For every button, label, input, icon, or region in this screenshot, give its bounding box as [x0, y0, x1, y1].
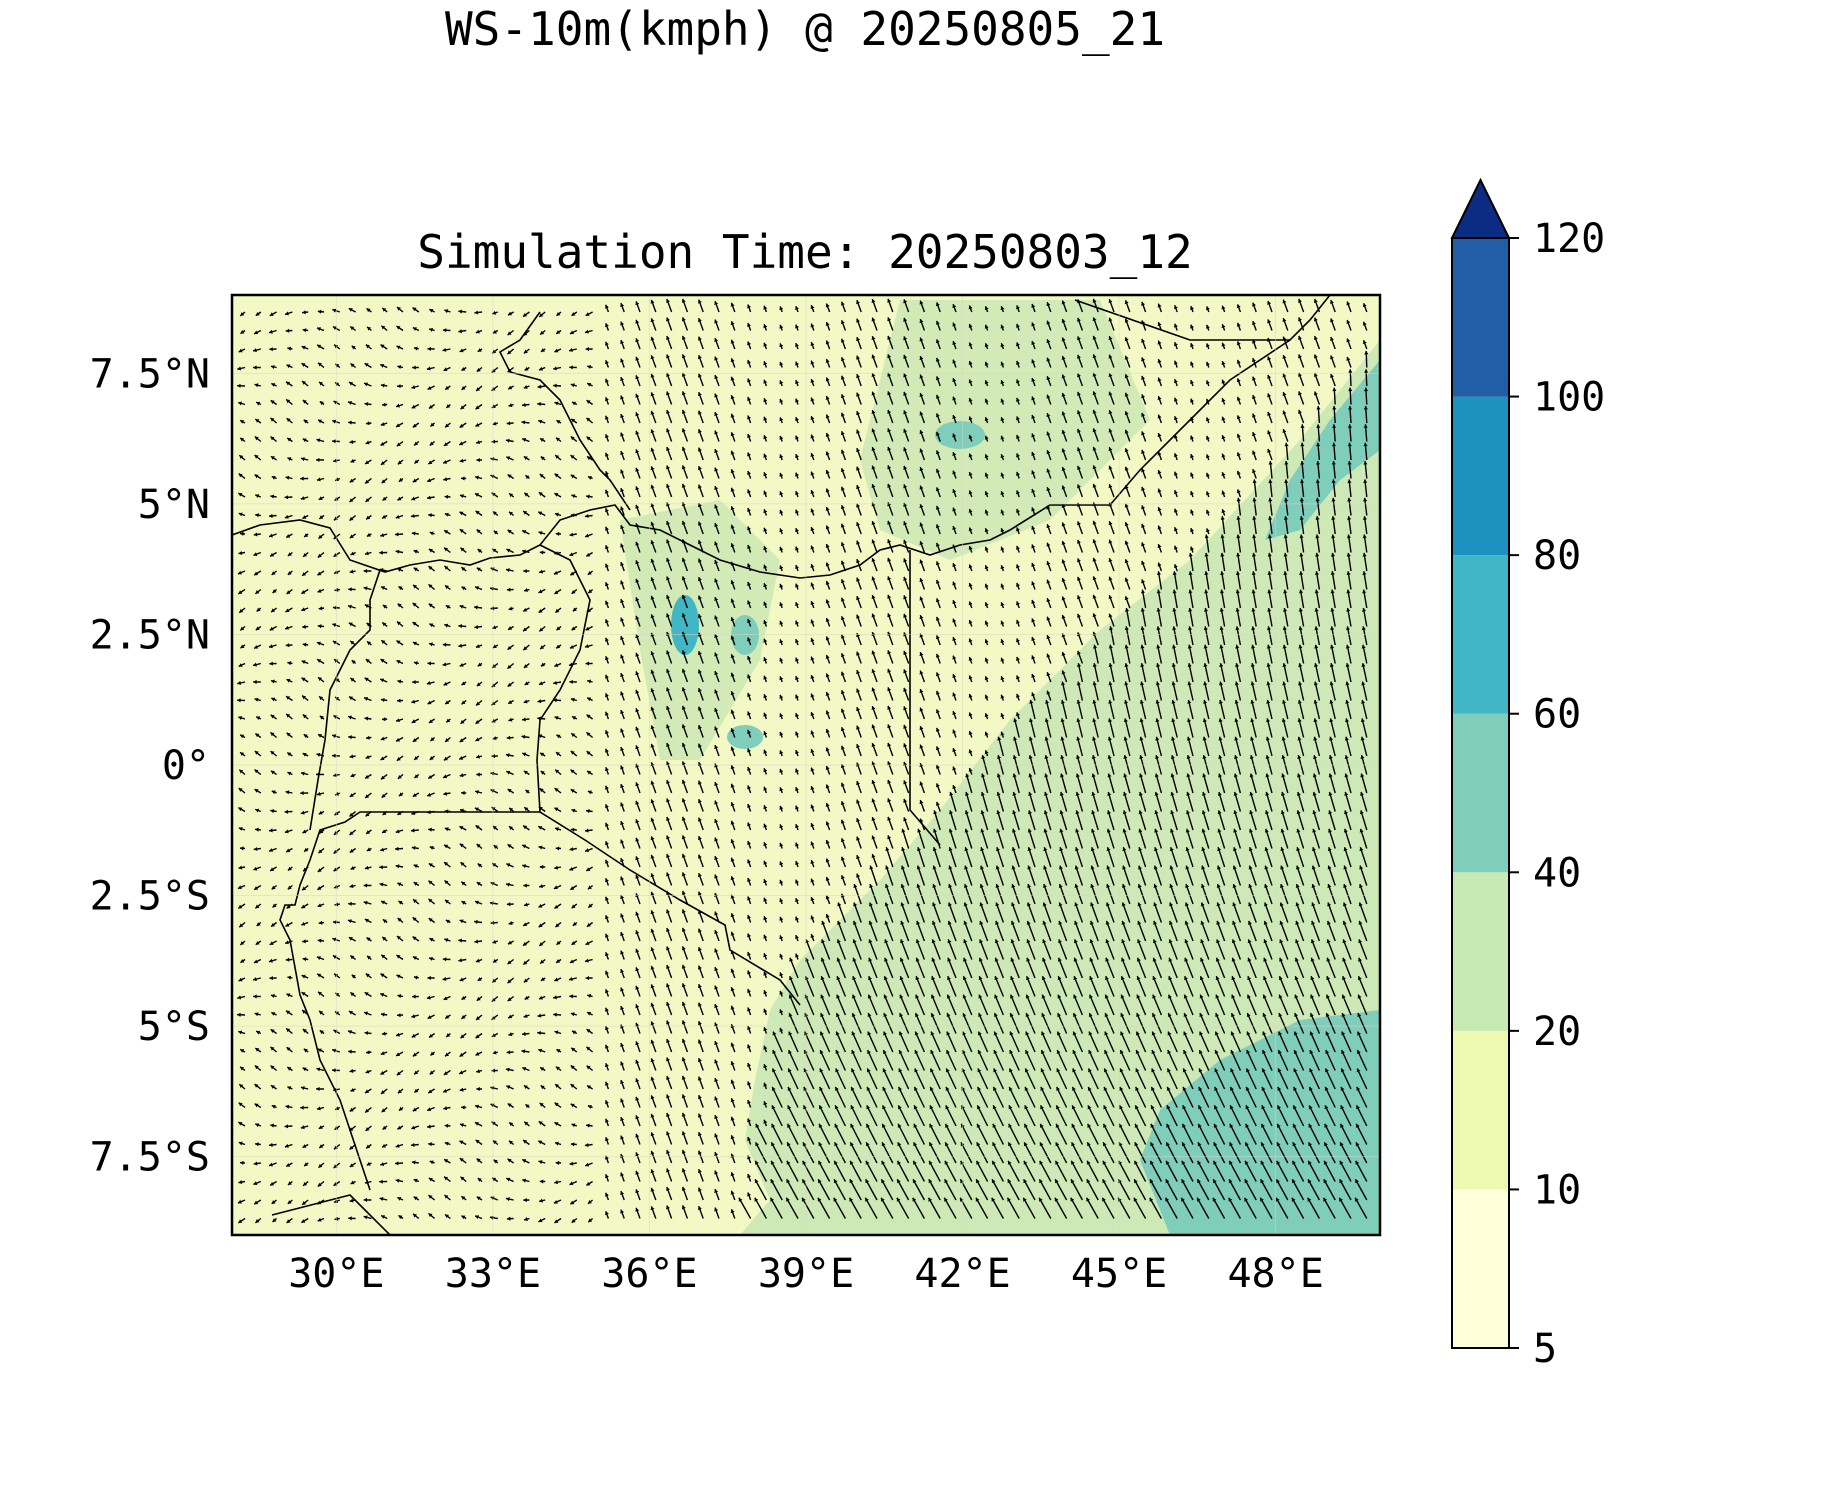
colorbar-tick-label: 80: [1533, 533, 1581, 579]
colorbar-segment: [1452, 1189, 1509, 1348]
lat-tick-label: 0°: [162, 743, 210, 789]
lat-tick-label: 7.5°N: [90, 351, 210, 397]
map-frame: [230, 293, 1382, 1237]
colorbar-segment: [1452, 713, 1509, 873]
colorbar-extend-max: [1450, 177, 1511, 239]
lat-tick-label: 5°N: [138, 482, 210, 528]
lon-tick-label: 33°E: [445, 1251, 541, 1297]
colorbar-tick-label: 20: [1533, 1009, 1581, 1055]
latitude-axis: 7.5°N 5°N 2.5°N 0° 2.5°S 5°S 7.5°S: [90, 351, 210, 1180]
ocean-wind-field: [740, 340, 1380, 1235]
moderate-wind-zone-north: [860, 300, 1150, 560]
map-plot-area: [232, 295, 1380, 1235]
lat-tick-label: 2.5°N: [90, 612, 210, 658]
strong-wind-zone-northeast: [1265, 360, 1380, 540]
lon-tick-label: 39°E: [758, 1251, 854, 1297]
colorbar-tick-label: 10: [1533, 1167, 1581, 1213]
lat-tick-label: 5°S: [138, 1004, 210, 1050]
colorbar-segment: [1452, 555, 1509, 714]
lat-lon-gridlines: [232, 295, 1380, 1235]
colorbar: 5 10 20 40 60 80 100 120: [1450, 177, 1605, 1372]
colorbar-segment: [1452, 396, 1509, 556]
colorbar-tick-label: 100: [1533, 375, 1605, 421]
strong-spot-3: [935, 421, 985, 449]
colorbar-segment: [1452, 872, 1509, 1031]
longitude-axis: 30°E 33°E 36°E 39°E 42°E 45°E 48°E: [288, 1251, 1324, 1297]
colorbar-tick-label: 120: [1533, 216, 1605, 262]
lon-tick-label: 48°E: [1227, 1251, 1323, 1297]
map-title-line-1: WS-10m(kmph) @ 20250805_21: [444, 2, 1166, 56]
strong-spot-4: [727, 725, 763, 749]
colorbar-tick-label: 60: [1533, 692, 1581, 738]
strong-spot-2: [731, 615, 759, 655]
lat-tick-label: 7.5°S: [90, 1135, 210, 1181]
colorbar-segment: [1452, 1030, 1509, 1190]
lon-tick-label: 30°E: [288, 1251, 384, 1297]
lat-tick-label: 2.5°S: [90, 874, 210, 920]
lon-tick-label: 45°E: [1071, 1251, 1167, 1297]
strong-wind-zone-southeast: [1140, 1010, 1380, 1235]
map-title-line-2: Simulation Time: 20250803_12: [417, 225, 1193, 279]
lon-tick-label: 36°E: [601, 1251, 697, 1297]
colorbar-frame: [1451, 237, 1510, 1349]
lon-tick-label: 42°E: [914, 1251, 1010, 1297]
moderate-wind-zone-ridge: [620, 500, 780, 760]
colorbar-tick-label: 40: [1533, 850, 1581, 896]
strong-spot-1: [671, 595, 699, 655]
colorbar-tick-label: 5: [1533, 1326, 1557, 1372]
colorbar-segment: [1452, 238, 1509, 397]
